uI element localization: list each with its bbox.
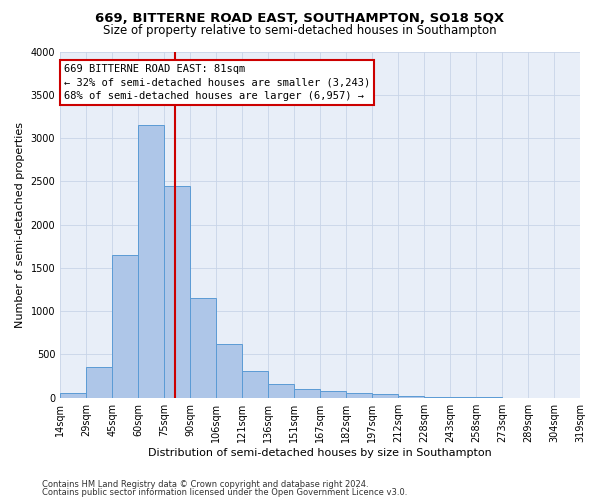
Bar: [424, 397, 450, 398]
Text: Size of property relative to semi-detached houses in Southampton: Size of property relative to semi-detach…: [103, 24, 497, 37]
Bar: [138, 125, 164, 398]
Bar: [346, 392, 372, 398]
Bar: [112, 255, 138, 398]
Bar: [398, 396, 424, 398]
Y-axis label: Number of semi-detached properties: Number of semi-detached properties: [15, 122, 25, 328]
Bar: [242, 371, 268, 398]
Bar: [60, 394, 86, 398]
Bar: [86, 368, 112, 398]
Bar: [294, 389, 320, 398]
Text: Contains public sector information licensed under the Open Government Licence v3: Contains public sector information licen…: [42, 488, 407, 497]
Bar: [164, 186, 190, 398]
Bar: [216, 344, 242, 398]
Text: Contains HM Land Registry data © Crown copyright and database right 2024.: Contains HM Land Registry data © Crown c…: [42, 480, 368, 489]
Bar: [320, 391, 346, 398]
Bar: [190, 298, 216, 398]
Text: 669 BITTERNE ROAD EAST: 81sqm
← 32% of semi-detached houses are smaller (3,243)
: 669 BITTERNE ROAD EAST: 81sqm ← 32% of s…: [64, 64, 370, 101]
Text: 669, BITTERNE ROAD EAST, SOUTHAMPTON, SO18 5QX: 669, BITTERNE ROAD EAST, SOUTHAMPTON, SO…: [95, 12, 505, 26]
X-axis label: Distribution of semi-detached houses by size in Southampton: Distribution of semi-detached houses by …: [148, 448, 492, 458]
Bar: [268, 384, 294, 398]
Bar: [372, 394, 398, 398]
